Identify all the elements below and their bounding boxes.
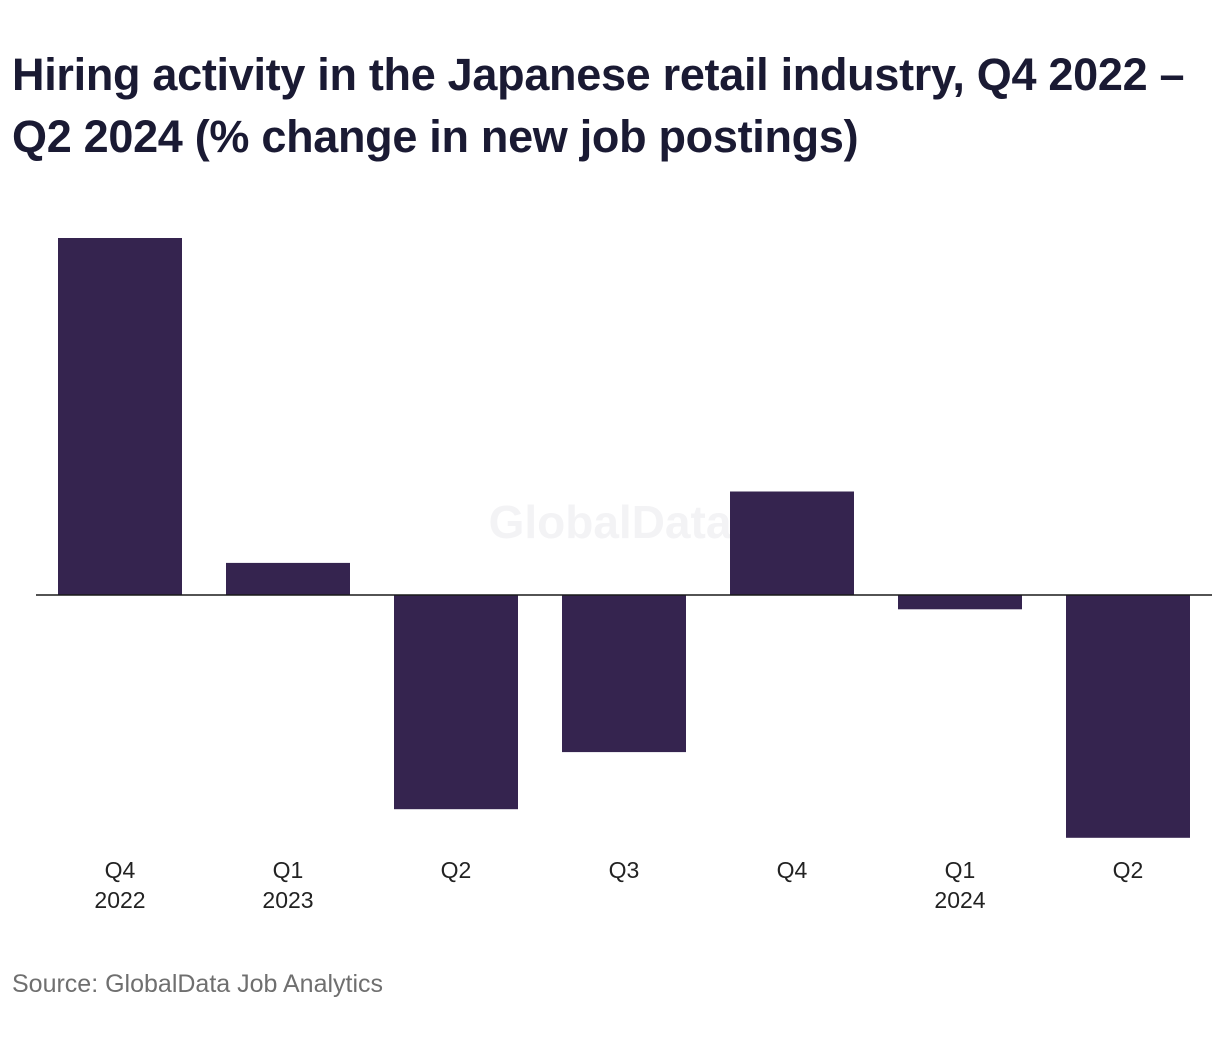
x-tick-quarter-2: Q1 (273, 857, 304, 883)
bars-group (58, 238, 1190, 838)
x-tick-quarter-7: Q2 (1113, 857, 1144, 883)
x-tick-year-2: 2023 (262, 887, 313, 913)
x-tick-quarter-1: Q4 (105, 857, 136, 883)
x-tick-year-1: 2022 (94, 887, 145, 913)
bar-6 (898, 595, 1022, 610)
x-tick-quarter-3: Q2 (441, 857, 472, 883)
x-tick-quarter-6: Q1 (945, 857, 976, 883)
bar-5 (730, 491, 854, 595)
x-tick-quarter-4: Q3 (609, 857, 640, 883)
bar-7 (1066, 595, 1190, 838)
bar-4 (562, 595, 686, 753)
bar-1 (58, 238, 182, 595)
x-axis-tick-labels: Q4 2022 Q1 2023 Q2 Q3 Q4 Q1 2024 Q2 (94, 857, 1143, 913)
bar-2 (226, 562, 350, 595)
x-tick-quarter-5: Q4 (777, 857, 808, 883)
x-tick-year-6: 2024 (934, 887, 985, 913)
chart-title: Hiring activity in the Japanese retail i… (12, 49, 1185, 162)
bar-3 (394, 595, 518, 810)
watermark: GlobalData (489, 496, 732, 548)
source-note: Source: GlobalData Job Analytics (12, 970, 384, 998)
